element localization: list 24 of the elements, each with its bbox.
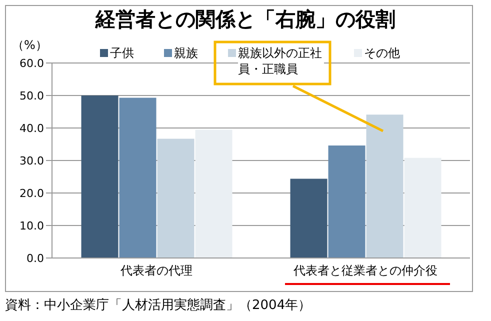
legend-label: その他: [364, 45, 400, 61]
y-tick-label: 30.0: [20, 154, 44, 168]
legend-label: 子供: [110, 45, 134, 61]
bar: [290, 178, 328, 258]
bar: [119, 98, 156, 258]
bar: [404, 158, 442, 258]
x-tick-label: 代表者の代理: [120, 264, 192, 278]
x-tick-label: 代表者と従業者との仲介役: [292, 264, 438, 278]
y-tick-label: 60.0: [20, 56, 44, 70]
y-tick-label: 40.0: [20, 122, 44, 135]
bar: [195, 130, 232, 258]
bar: [157, 138, 194, 258]
chart-title: 経営者との関係と「右腕」の役割: [94, 6, 396, 33]
legend-label: 親族以外の正社員・正職員: [238, 45, 324, 77]
text: 資料：中小企業庁「人材活用実態調査」（2004年）: [5, 297, 312, 314]
bar: [366, 114, 404, 258]
y-axis-title: （%）: [12, 37, 48, 54]
y-tick-label: 20.0: [20, 186, 44, 200]
y-tick-label: 10.0: [20, 219, 44, 232]
y-tick-label: 0.0: [26, 252, 44, 265]
y-tick-label: 50.0: [20, 89, 44, 102]
bar: [81, 96, 118, 258]
bar: [328, 146, 366, 258]
legend-label: 親族: [174, 45, 198, 61]
